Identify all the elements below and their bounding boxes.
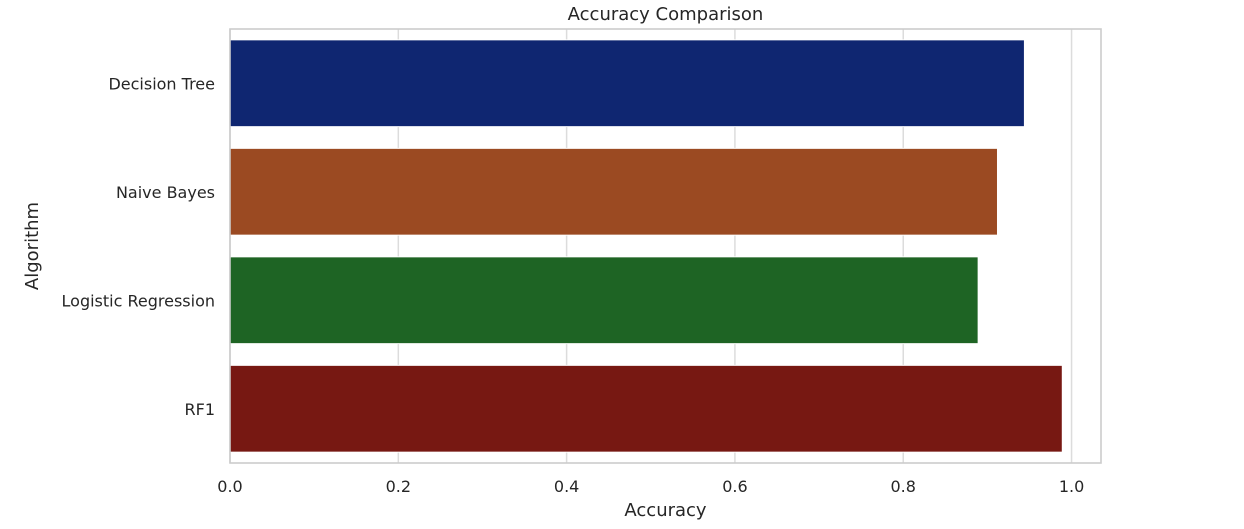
x-tick-label-5: 1.0	[1059, 477, 1084, 496]
x-tick-label-2: 0.4	[554, 477, 579, 496]
bar-naive-bayes	[229, 147, 998, 236]
x-tick-label-4: 0.8	[891, 477, 916, 496]
bars	[229, 39, 1063, 453]
x-tick-label-3: 0.6	[722, 477, 747, 496]
x-axis-title: Accuracy	[624, 500, 707, 521]
y-tick-label-2: Logistic Regression	[62, 291, 215, 310]
y-tick-label-3: RF1	[185, 400, 216, 419]
plot-frame	[229, 28, 1102, 464]
y-axis-title: Algorithm	[22, 202, 43, 290]
bar-decision-tree	[229, 39, 1025, 128]
x-tick-label-1: 0.2	[386, 477, 411, 496]
y-tick-labels: Decision Tree Naive Bayes Logistic Regress…	[62, 74, 215, 419]
chart-title: Accuracy Comparison	[568, 4, 764, 25]
y-tick-label-1: Naive Bayes	[116, 183, 215, 202]
bar-logistic-regression	[229, 256, 979, 345]
x-tick-labels: 0.0 0.2 0.4 0.6 0.8 1.0	[217, 477, 1084, 496]
y-tick-label-0: Decision Tree	[108, 74, 215, 93]
x-tick-label-0: 0.0	[217, 477, 242, 496]
bar-rf1	[229, 364, 1063, 453]
